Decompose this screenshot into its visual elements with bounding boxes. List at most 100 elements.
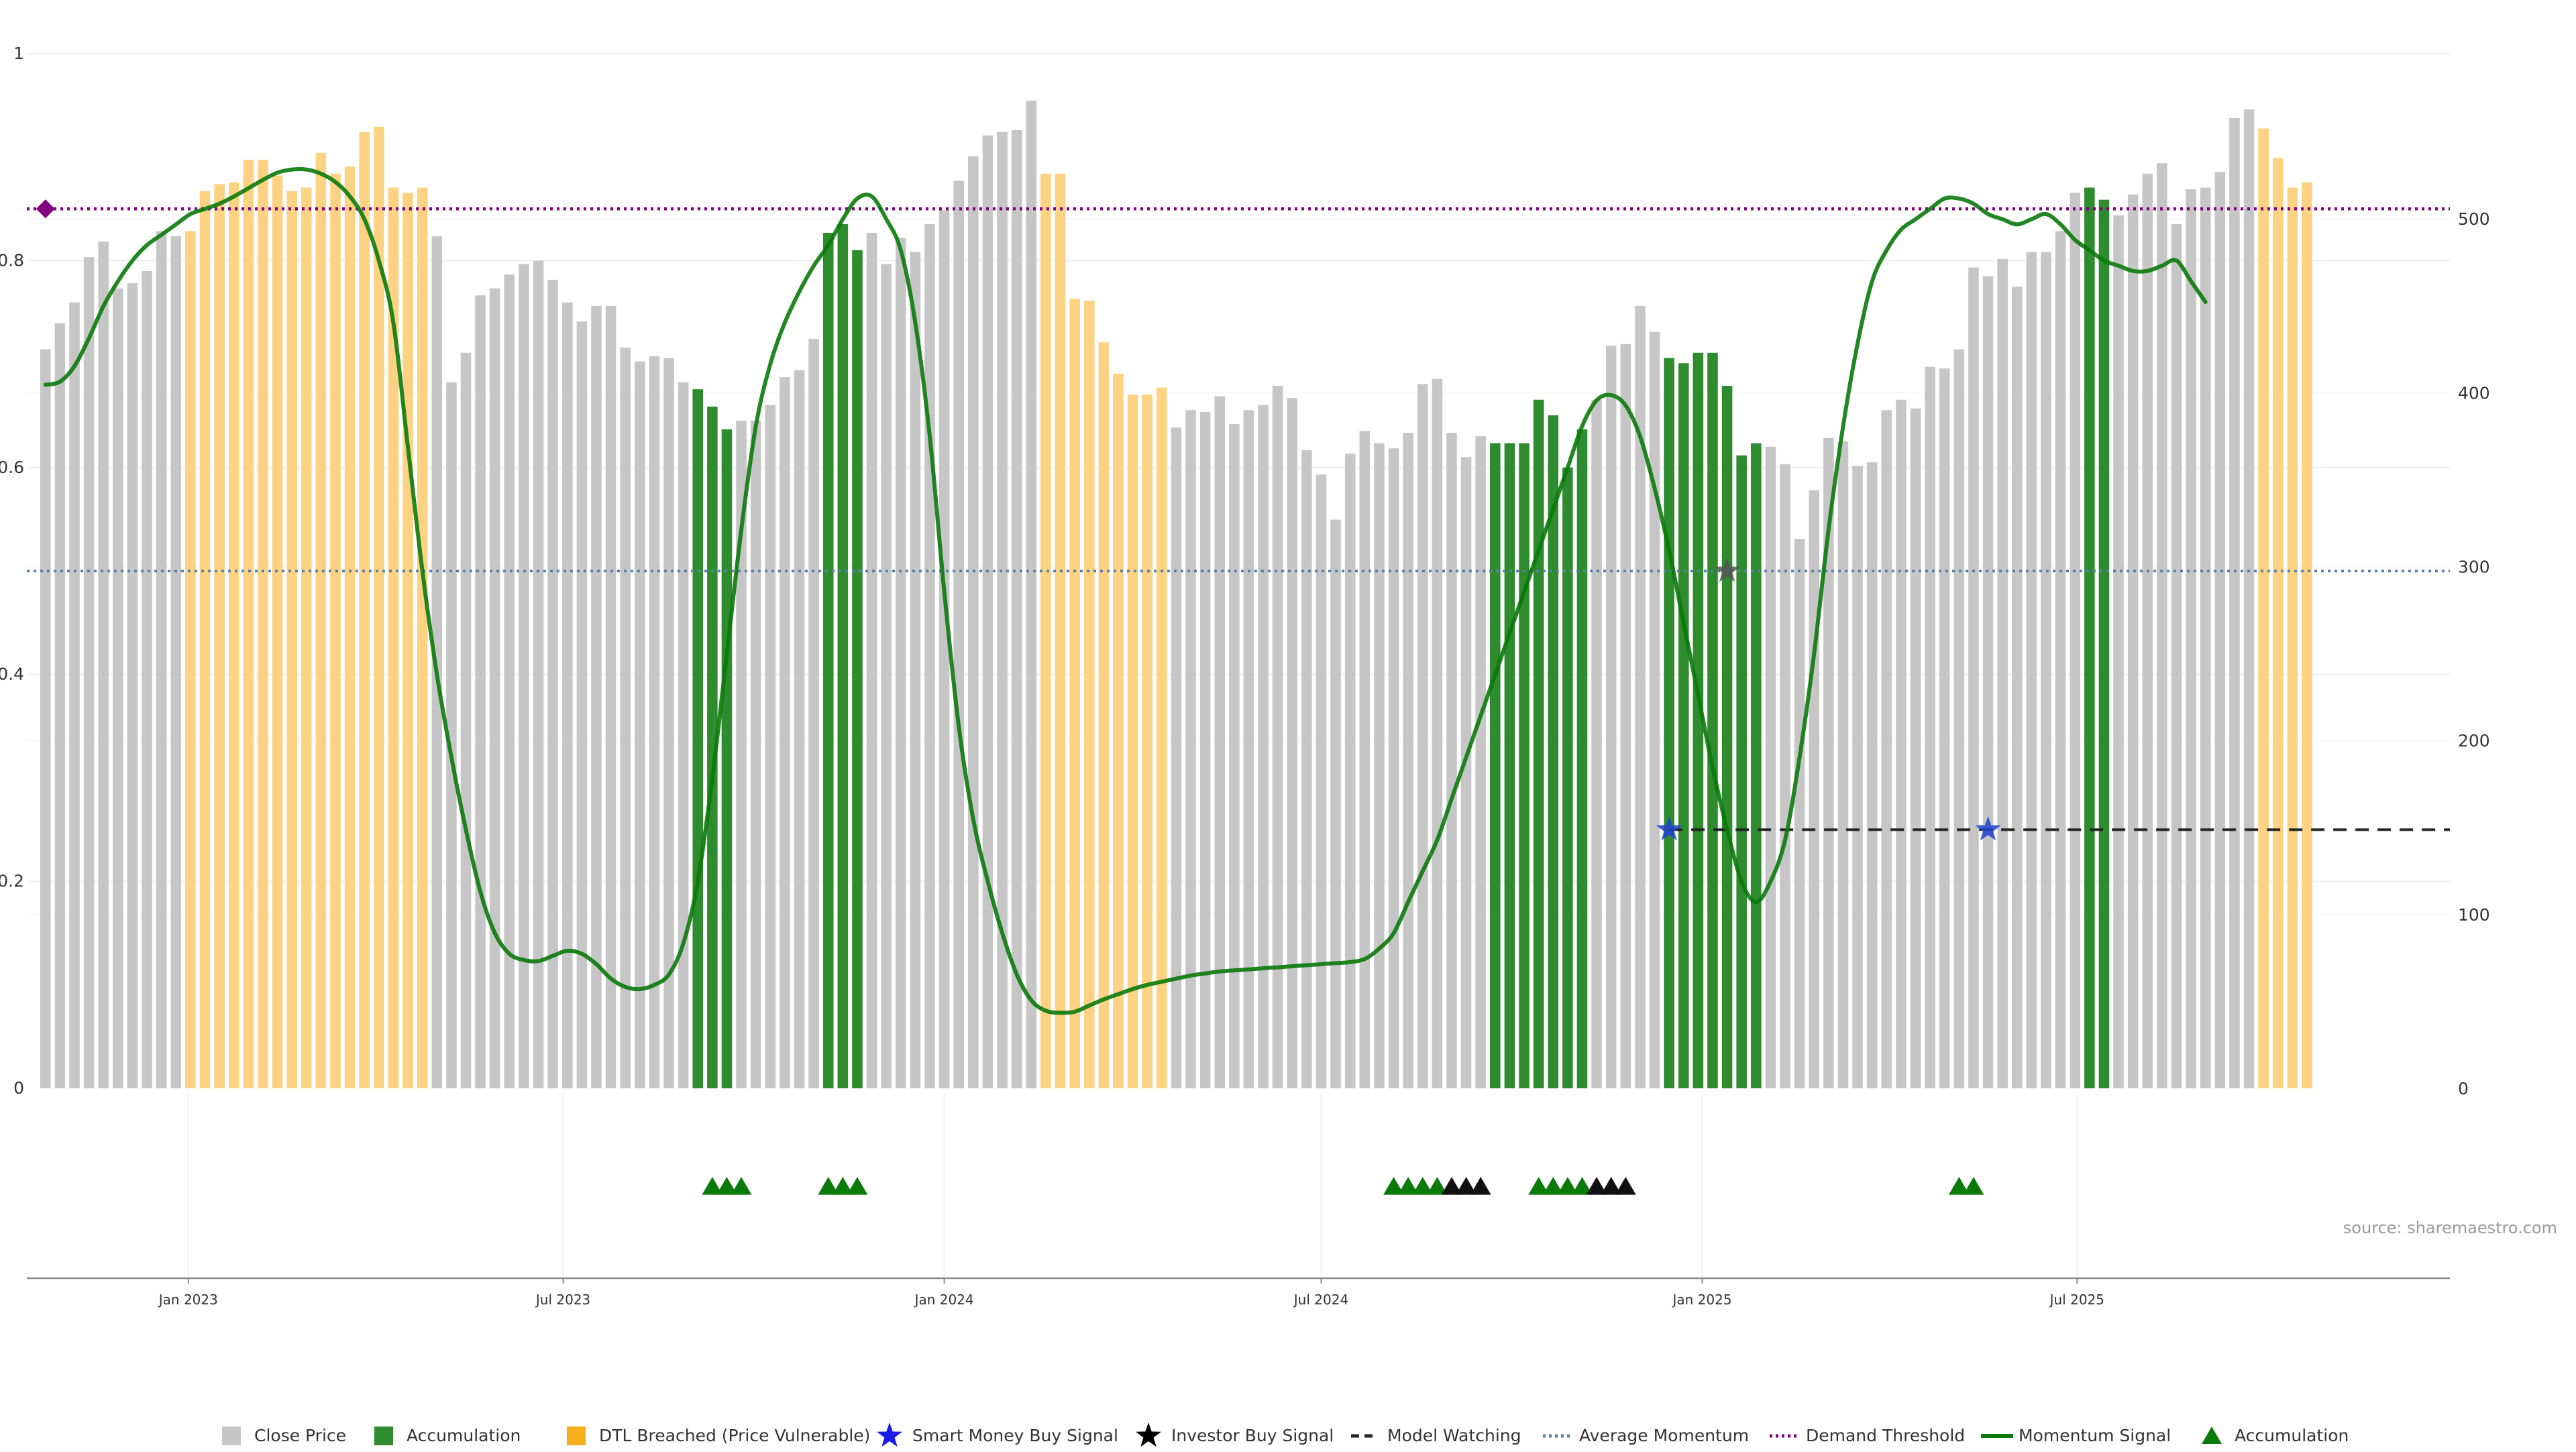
x-tick-label: Jul 2025 — [2049, 1292, 2104, 1308]
y-right-tick-label: 200 — [2458, 731, 2490, 751]
price-bar — [460, 352, 472, 1088]
price-bar — [475, 295, 486, 1088]
dtl-breached-bar — [2287, 187, 2298, 1088]
legend-item: Momentum Signal — [1981, 1426, 2171, 1445]
accumulation-marker-green — [731, 1177, 752, 1195]
accumulation-bar — [1751, 443, 1762, 1088]
price-bar — [489, 288, 500, 1089]
price-bar — [2200, 187, 2211, 1088]
legend-item: Demand Threshold — [1770, 1426, 1965, 1445]
legend-item: Investor Buy Signal — [1136, 1422, 1334, 1447]
momentum-signal-line — [43, 167, 2208, 1015]
accumulation-bar — [1504, 443, 1515, 1088]
accumulation-marker-black — [1615, 1177, 1636, 1195]
price-bar — [1359, 431, 1371, 1088]
price-bar — [2171, 223, 2182, 1089]
smart-money-buy-signal — [1656, 816, 1682, 841]
legend-label: Demand Threshold — [1806, 1426, 1965, 1445]
price-bar — [547, 279, 558, 1088]
dtl-breached-bar — [1098, 342, 1110, 1088]
dtl-breached-bar — [344, 166, 356, 1089]
legend-star-icon — [1136, 1422, 1161, 1447]
price-bar — [1968, 267, 1979, 1089]
dtl-breached-bar — [1083, 301, 1095, 1088]
dtl-breached-bar — [330, 173, 341, 1088]
price-bar — [1185, 410, 1196, 1088]
legend-label: Close Price — [254, 1426, 346, 1445]
accumulation-marker-green — [832, 1177, 853, 1195]
accumulation-marker-green — [1528, 1177, 1550, 1195]
accumulation-bar — [692, 389, 704, 1088]
price-bar — [1475, 436, 1486, 1088]
price-bar — [1953, 349, 1965, 1088]
accumulation-marker-green — [702, 1177, 723, 1195]
price-bar — [2113, 215, 2124, 1088]
dtl-breached-bar — [199, 191, 211, 1089]
price-bar — [794, 370, 805, 1088]
price-bar — [2229, 117, 2240, 1089]
dtl-breached-bar — [1040, 173, 1051, 1088]
price-bar — [98, 241, 109, 1088]
accumulation-bar — [1519, 443, 1529, 1088]
price-bar — [1287, 398, 1298, 1088]
dtl-breached-bar — [214, 184, 225, 1088]
price-bar — [2055, 231, 2066, 1088]
price-bar — [1199, 411, 1211, 1088]
legend-label: DTL Breached (Price Vulnerable) — [599, 1426, 870, 1445]
bars-layer — [40, 100, 2312, 1089]
accumulation-marker-green — [1948, 1177, 1970, 1195]
accumulation-marker-green — [1572, 1177, 1593, 1195]
price-bar — [591, 305, 602, 1089]
y-left-tick-label: 0.8 — [0, 250, 24, 270]
price-bar — [1243, 410, 1254, 1088]
price-bar — [997, 132, 1008, 1089]
price-bar — [2214, 172, 2226, 1089]
price-bar — [1982, 276, 1994, 1088]
price-bar — [1605, 346, 1617, 1089]
price-bar — [896, 238, 906, 1088]
price-bar — [1866, 462, 1878, 1088]
accumulation-marker-green — [1397, 1177, 1419, 1195]
legend-item: Average Momentum — [1543, 1426, 1749, 1445]
price-bar — [54, 323, 66, 1088]
accumulation-marker-black — [1601, 1177, 1622, 1195]
accumulation-bar — [1678, 363, 1689, 1088]
price-bar — [1649, 331, 1660, 1088]
price-bar — [69, 302, 80, 1088]
accumulation-marker-black — [1470, 1177, 1491, 1195]
dtl-breached-bar — [1156, 387, 1167, 1088]
y-right-tick-label: 400 — [2458, 383, 2490, 403]
price-bar — [519, 264, 529, 1088]
price-bar — [504, 274, 515, 1088]
price-bar — [1374, 443, 1385, 1088]
legend-item: Close Price — [222, 1426, 346, 1445]
dtl-breached-bar — [258, 160, 268, 1088]
price-bar — [2157, 163, 2167, 1088]
y-left-tick-label: 0.6 — [0, 458, 24, 477]
accumulation-bar — [1721, 385, 1733, 1089]
legend-label: Model Watching — [1387, 1426, 1521, 1445]
price-bar — [910, 252, 921, 1088]
dtl-breached-bar — [359, 132, 370, 1089]
price-bar — [1852, 466, 1863, 1088]
price-bar — [533, 260, 544, 1088]
y-left-tick-label: 0 — [13, 1078, 24, 1098]
price-bar — [1301, 450, 1312, 1088]
dtl-breached-bar — [1069, 299, 1080, 1088]
dtl-breached-bar — [228, 182, 239, 1089]
price-bar — [1432, 378, 1443, 1088]
price-bar — [1403, 432, 1413, 1088]
accumulation-bar — [1576, 429, 1588, 1088]
x-tick-label: Jan 2023 — [158, 1292, 218, 1308]
price-bar — [605, 305, 616, 1089]
accumulation-marker-black — [1586, 1177, 1607, 1195]
price-bar — [635, 361, 645, 1088]
legend: Close Price Accumulation DTL Breached (Pri… — [222, 1422, 2349, 1447]
x-tick-label: Jul 2023 — [535, 1292, 590, 1308]
accumulation-marker-green — [1542, 1177, 1564, 1195]
accumulation-bar — [2084, 187, 2095, 1088]
dtl-breached-bar — [1142, 394, 1152, 1089]
price-bar — [156, 231, 167, 1088]
accumulation-bar — [1693, 352, 1704, 1088]
price-bar — [1229, 424, 1240, 1088]
